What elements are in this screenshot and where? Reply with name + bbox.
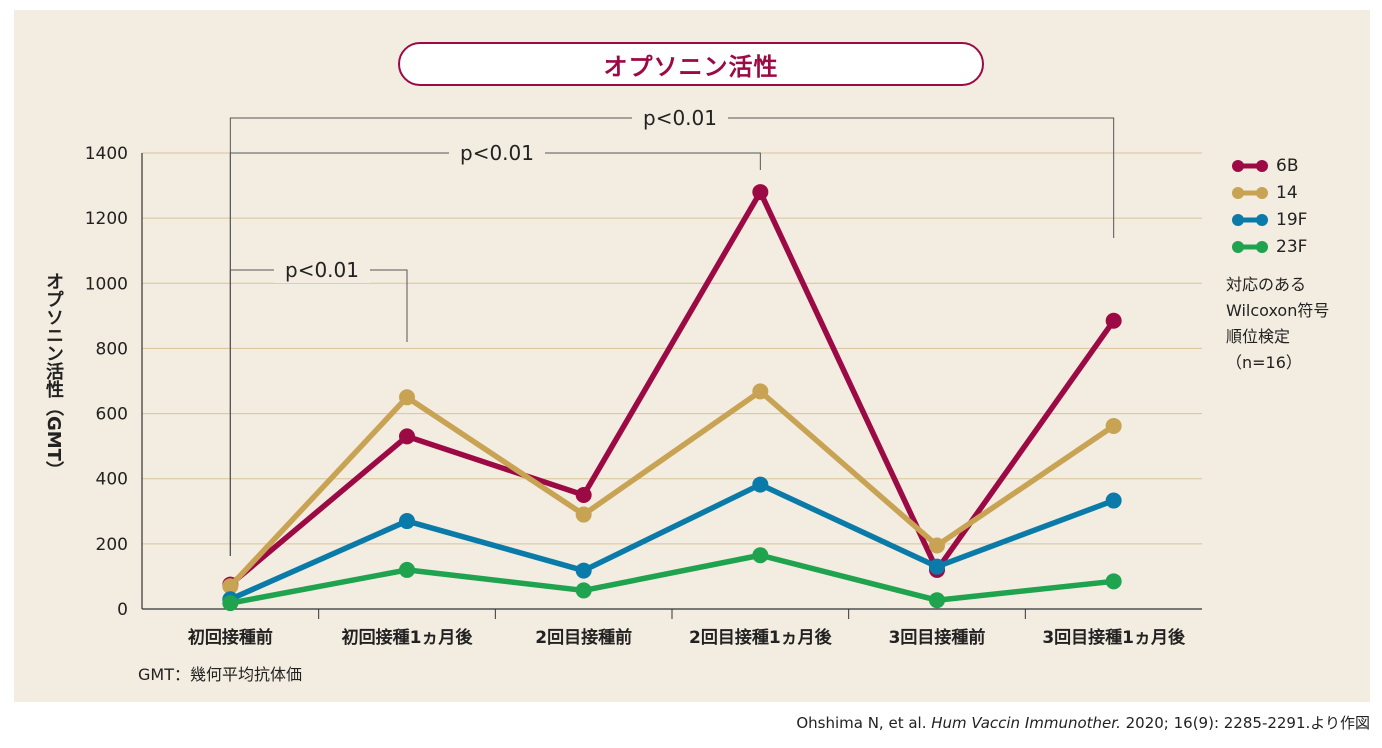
series-14 xyxy=(222,383,1122,595)
series-group xyxy=(222,184,1122,612)
bracket-label-bg xyxy=(274,257,370,283)
legend-label: 23F xyxy=(1276,236,1308,257)
bracket-line xyxy=(229,117,1115,556)
source-prefix: Ohshima N, et al. xyxy=(796,714,932,732)
source-journal: Hum Vaccin Immunother. xyxy=(931,714,1121,732)
data-point xyxy=(575,487,592,503)
series-6B xyxy=(222,184,1122,593)
p-value-label: p<0.01 xyxy=(285,258,359,282)
data-point xyxy=(1105,312,1122,329)
note-line: （n=16） xyxy=(1226,353,1302,372)
series-line xyxy=(227,388,1117,589)
legend-marker xyxy=(1232,186,1268,199)
x-category-label: 初回接種前 xyxy=(188,627,273,648)
x-category-labels: 初回接種前 初回接種1ヵ月後 2回目接種前 2回目接種1ヵ月後 3回目接種前 3回目接種1… xyxy=(188,627,1186,648)
data-point xyxy=(752,184,769,201)
legend-item: 6B xyxy=(1232,152,1307,179)
data-point xyxy=(1105,417,1122,434)
x-category-label: 2回目接種1ヵ月後 xyxy=(689,627,833,648)
legend-item: 14 xyxy=(1232,179,1307,206)
legend-item: 19F xyxy=(1232,206,1307,233)
legend-label: 19F xyxy=(1276,209,1308,230)
note-line: 対応のある xyxy=(1226,275,1307,294)
x-category-label: 2回目接種前 xyxy=(535,627,632,648)
legend: 6B 14 19F 23F xyxy=(1232,152,1307,260)
bracket-label-bg xyxy=(449,140,545,166)
note-line: Wilcoxon符号 xyxy=(1226,301,1330,320)
y-tick-labels: 0 200 400 600 800 1000 1200 1400 xyxy=(85,144,128,620)
source-suffix: 2020; 16(9): 2285-2291.より作図 xyxy=(1120,714,1370,732)
data-point xyxy=(399,389,415,406)
chart-title-box: オプソニン活性 xyxy=(398,42,984,86)
y-tick-label: 1200 xyxy=(85,209,128,229)
series-23F xyxy=(222,547,1122,612)
data-point xyxy=(1105,573,1122,590)
significance-brackets: p<0.01 p<0.01 p<0.01 xyxy=(229,105,1115,556)
significance-bracket: p<0.01 xyxy=(229,105,1115,556)
data-point xyxy=(575,562,592,579)
x-category-label: 3回目接種1ヵ月後 xyxy=(1042,627,1186,648)
data-point xyxy=(399,513,415,530)
bracket-line xyxy=(229,152,761,556)
y-tick-label: 0 xyxy=(117,600,128,620)
series-line xyxy=(227,481,1117,602)
data-point xyxy=(929,592,945,609)
source-citation: Ohshima N, et al. Hum Vaccin Immunother.… xyxy=(796,712,1370,733)
y-axis-label: オプソニン活性（GMT） xyxy=(43,272,64,479)
axes xyxy=(141,153,1202,619)
data-point xyxy=(929,537,945,554)
legend-item: 23F xyxy=(1232,233,1307,260)
legend-marker xyxy=(1232,213,1268,226)
data-point xyxy=(222,595,239,612)
legend-label: 14 xyxy=(1276,182,1298,203)
y-tick-label: 1400 xyxy=(85,144,128,164)
note-line: 順位検定 xyxy=(1226,327,1291,346)
x-category-label: 3回目接種前 xyxy=(889,627,986,648)
significance-bracket: p<0.01 xyxy=(229,140,761,556)
y-tick-label: 800 xyxy=(96,339,128,359)
legend-label: 6B xyxy=(1276,155,1299,176)
chart-title: オプソニン活性 xyxy=(603,52,779,81)
y-tick-label: 1000 xyxy=(85,274,128,294)
statistical-note: 対応のある Wilcoxon符号 順位検定 （n=16） xyxy=(1226,272,1329,376)
y-tick-label: 400 xyxy=(96,470,128,490)
p-value-label: p<0.01 xyxy=(460,141,534,165)
data-point xyxy=(752,383,769,400)
series-line xyxy=(227,552,1117,606)
data-point xyxy=(222,578,239,595)
bracket-label-bg xyxy=(632,105,728,131)
data-point xyxy=(399,561,415,578)
p-value-label: p<0.01 xyxy=(643,106,717,130)
legend-marker xyxy=(1232,159,1268,172)
data-point xyxy=(575,582,592,599)
legend-marker xyxy=(1232,240,1268,253)
y-tick-label: 600 xyxy=(96,405,128,425)
data-point xyxy=(575,506,592,523)
y-tick-label: 200 xyxy=(96,535,128,555)
data-point xyxy=(399,428,415,445)
x-category-label: 初回接種1ヵ月後 xyxy=(342,627,474,648)
data-point xyxy=(929,558,945,575)
gmt-footnote: GMT：幾何平均抗体価 xyxy=(138,665,302,684)
data-point xyxy=(752,476,769,493)
data-point xyxy=(752,547,769,564)
data-point xyxy=(1105,492,1122,509)
